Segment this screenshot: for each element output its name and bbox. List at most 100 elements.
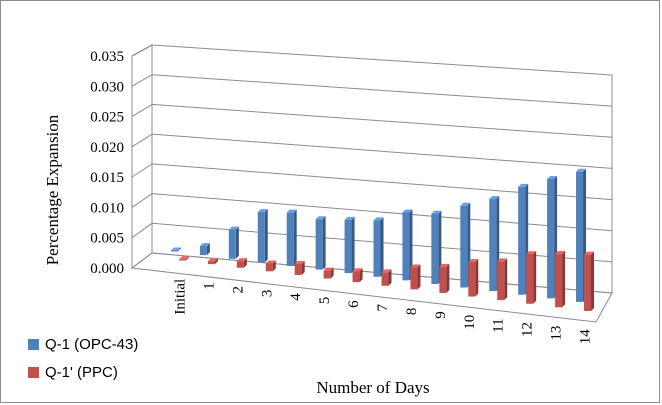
bar-top xyxy=(286,209,297,213)
legend-swatch xyxy=(28,339,39,350)
bar xyxy=(257,212,265,263)
bar xyxy=(199,246,207,256)
bar xyxy=(178,259,186,261)
bar-top xyxy=(555,251,566,255)
bar xyxy=(460,205,468,288)
gridline-side xyxy=(131,252,153,269)
bar-side xyxy=(388,269,392,286)
legend-label: Q-1 (OPC-43) xyxy=(45,336,138,353)
gridline xyxy=(151,44,613,76)
bar-top xyxy=(207,258,218,262)
bar xyxy=(236,261,244,268)
gridline-side xyxy=(131,222,153,239)
bar-top xyxy=(468,259,479,263)
x-tick-label: 6 xyxy=(346,300,362,308)
bar-side xyxy=(243,258,247,268)
gridline-side xyxy=(131,74,153,87)
bar xyxy=(286,212,294,266)
bar xyxy=(373,220,381,277)
bar xyxy=(170,250,178,252)
bar xyxy=(497,261,505,301)
bar xyxy=(265,263,273,272)
gridline-side xyxy=(131,104,153,117)
gridline xyxy=(151,163,613,201)
x-tick-label: 14 xyxy=(578,329,594,345)
bar-top xyxy=(410,264,421,268)
gridline-side xyxy=(131,133,153,148)
legend-label: Q-1' (PPC) xyxy=(45,364,118,381)
x-tick-label: 12 xyxy=(520,322,536,337)
bar xyxy=(547,179,555,299)
bar xyxy=(344,219,352,274)
bar-top xyxy=(518,183,529,187)
gridlines xyxy=(131,44,613,294)
bar-side xyxy=(380,217,384,277)
left-wall xyxy=(131,44,153,269)
gridline xyxy=(151,193,613,232)
bar xyxy=(323,270,331,279)
bar-side xyxy=(475,259,479,297)
bar xyxy=(352,271,360,283)
bar xyxy=(207,261,215,265)
bar-top xyxy=(460,202,471,206)
x-tick-label: 9 xyxy=(433,311,449,319)
bar-top xyxy=(315,216,326,220)
bar xyxy=(402,212,410,281)
bar-side xyxy=(591,251,595,311)
y-tick-label: 0.015 xyxy=(90,170,124,186)
bar xyxy=(555,254,563,308)
bar-side xyxy=(264,209,268,263)
bar xyxy=(381,272,389,286)
bar xyxy=(431,213,439,284)
bar-top xyxy=(344,216,355,220)
bar xyxy=(439,266,447,293)
x-tick-label: 11 xyxy=(491,318,507,332)
bar xyxy=(584,254,592,311)
gridline xyxy=(151,74,613,107)
gridline xyxy=(151,103,613,138)
bar xyxy=(228,229,236,259)
gridline-side xyxy=(131,44,153,57)
bar-side xyxy=(562,251,566,308)
bar-top xyxy=(236,258,247,262)
bar-top xyxy=(381,269,392,273)
x-tick-label: 4 xyxy=(288,293,304,301)
legend: Q-1 (OPC-43) Q-1' (PPC) xyxy=(28,336,138,381)
x-tick-label: Initial xyxy=(172,279,188,315)
y-tick-label: 0.020 xyxy=(90,140,124,156)
y-tick-label: 0.010 xyxy=(90,200,124,216)
legend-swatch xyxy=(28,367,39,378)
bar-top xyxy=(352,268,363,272)
x-tick-label: 1 xyxy=(201,282,217,290)
x-tick-label: 3 xyxy=(259,290,275,298)
x-tick-label: 13 xyxy=(549,326,565,341)
bar-side xyxy=(351,216,355,274)
bar xyxy=(526,254,534,304)
bar-side xyxy=(446,263,450,293)
bar-side xyxy=(301,261,305,275)
gridline-side xyxy=(131,193,153,208)
bar xyxy=(489,199,497,292)
bar-top xyxy=(323,267,334,271)
bar-top xyxy=(265,260,276,264)
bar-side xyxy=(177,247,181,252)
bar-side xyxy=(235,226,239,259)
gridline xyxy=(151,133,613,169)
bar-top xyxy=(489,196,500,200)
bar-side xyxy=(322,216,326,270)
bar-side xyxy=(206,243,210,256)
x-axis-ticks: Initial 1 2 3 4 5 6 7 8 9 10 11 12 13 14 xyxy=(172,279,593,344)
bar-top xyxy=(431,210,442,214)
bar-side xyxy=(409,209,413,281)
bar-top xyxy=(373,217,384,221)
bar xyxy=(315,219,323,270)
gridline-side xyxy=(131,163,153,178)
x-tick-label: 5 xyxy=(317,297,333,305)
bar-side xyxy=(504,258,508,301)
x-tick-label: 7 xyxy=(375,303,391,311)
y-tick-label: 0.025 xyxy=(90,110,124,126)
bar-top xyxy=(526,251,537,255)
bar-side xyxy=(417,264,421,290)
x-tick-label: 10 xyxy=(462,315,478,330)
